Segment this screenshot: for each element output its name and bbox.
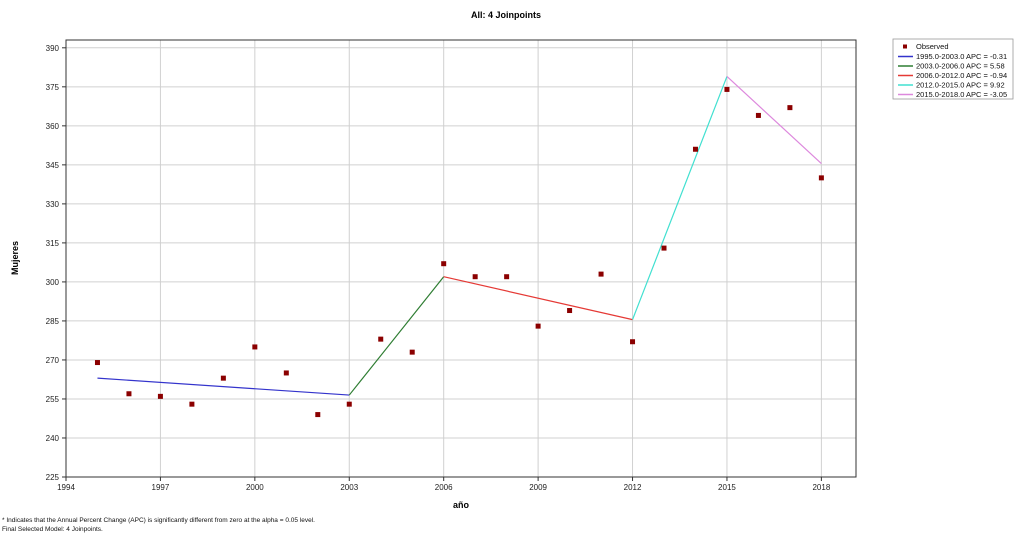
x-tick-label: 1997 [152,483,170,492]
observed-point [189,401,195,407]
observed-point [441,261,447,267]
x-tick-label: 2018 [812,483,830,492]
x-tick-label: 2006 [435,483,453,492]
x-tick-label: 1994 [57,483,75,492]
observed-point [126,391,132,397]
grid [65,40,856,478]
x-tick-label: 2015 [718,483,736,492]
y-tick-label: 330 [46,200,60,209]
axis-ticks: 1994 1997 2000 2003 2006 2009 2012 2015 2018 225 2… [46,44,831,492]
legend-label: 1995.0-2003.0 APC = -0.31 [916,52,1007,61]
observed-point [567,308,573,314]
observed-point [283,370,289,376]
observed-point [630,339,636,345]
legend-marker-observed [903,44,907,49]
observed-points [94,86,824,418]
legend-label: 2012.0-2015.0 APC = 9.92 [916,81,1005,90]
y-tick-label: 225 [46,473,60,482]
observed-point [724,86,730,92]
trend-segment [97,377,350,396]
trend-segment [348,276,445,396]
observed-point [220,375,226,381]
observed-point [315,412,321,418]
observed-point [535,323,541,329]
observed-point [378,336,384,342]
legend-label-observed: Observed [916,42,949,51]
y-tick-label: 255 [46,395,60,404]
legend-label: 2006.0-2012.0 APC = -0.94 [916,71,1007,80]
y-axis-label: Mujeres [10,241,20,275]
trend-segment [726,75,822,164]
y-tick-label: 240 [46,434,60,443]
footnote-model: Final Selected Model: 4 Joinpoints. [2,526,103,533]
y-tick-label: 285 [46,317,60,326]
x-tick-label: 2009 [529,483,547,492]
x-tick-label: 2000 [246,483,264,492]
observed-point [598,271,604,277]
observed-point [157,393,163,399]
observed-point [787,105,793,111]
observed-point [755,112,761,118]
trend-segment [443,276,633,321]
y-tick-label: 300 [46,278,60,287]
legend-label: 2003.0-2006.0 APC = 5.58 [916,62,1005,71]
x-tick-label: 2003 [340,483,358,492]
legend-label: 2015.0-2018.0 APC = -3.05 [916,90,1007,99]
y-tick-label: 390 [46,44,60,53]
legend-box [892,38,1014,100]
observed-point [504,274,510,280]
observed-point [818,175,824,181]
trend-segment [631,76,728,320]
y-tick-label: 360 [46,122,60,131]
observed-point [252,344,258,350]
observed-point [692,146,698,152]
y-tick-label: 375 [46,83,60,92]
observed-point [661,245,667,251]
y-tick-label: 315 [46,239,60,248]
footnote-significance: * Indicates that the Annual Percent Chan… [2,517,315,524]
observed-point [94,360,100,366]
y-tick-label: 345 [46,161,60,170]
trend-segments [97,75,822,396]
observed-point [472,274,478,280]
y-tick-label: 270 [46,356,60,365]
plot-frame [65,39,857,478]
observed-point [409,349,415,355]
observed-point [346,401,352,407]
x-axis-label: año [453,500,470,510]
chart-title: All: 4 Joinpoints [471,10,541,20]
x-tick-label: 2012 [624,483,642,492]
